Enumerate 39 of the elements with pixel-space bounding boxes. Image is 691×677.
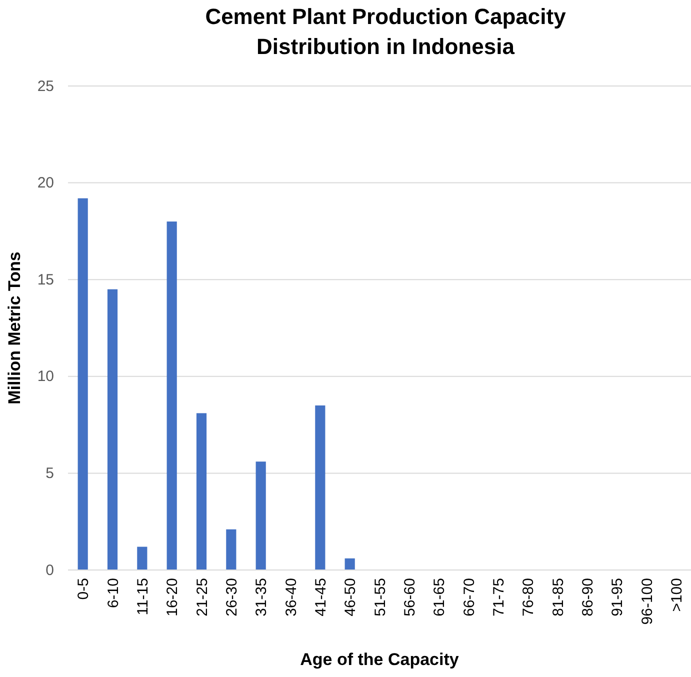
- bar: [137, 546, 148, 570]
- bar: [196, 413, 207, 570]
- x-tick-label: 16-20: [164, 578, 182, 616]
- x-tick-label: 36-40: [282, 578, 300, 616]
- x-tick-label: 41-45: [312, 578, 330, 616]
- x-axis-title: Age of the Capacity: [300, 650, 460, 669]
- bar: [226, 529, 236, 570]
- y-tick-label: 5: [46, 465, 54, 482]
- bar: [78, 198, 88, 570]
- x-tick-label: 46-50: [342, 578, 360, 616]
- x-tick-label: 0-5: [75, 578, 92, 600]
- chart-title: Cement Plant Production Capacity Distribution in Indonesia: [205, 4, 567, 59]
- x-tick-label: >100: [668, 578, 686, 612]
- x-tick-label: 96-100: [638, 578, 656, 625]
- x-tick-label: 61-65: [431, 578, 448, 616]
- y-tick-label: 25: [37, 78, 54, 95]
- bar: [315, 405, 326, 570]
- x-tick-label: 76-80: [520, 578, 538, 616]
- x-tick-label: 71-75: [490, 578, 508, 616]
- y-tick-label: 10: [37, 368, 54, 386]
- x-tick-label: 51-55: [372, 578, 389, 616]
- x-tick-label: 6-10: [104, 578, 122, 608]
- x-tick-label: 21-25: [194, 578, 211, 616]
- bar: [166, 222, 177, 570]
- bar: [344, 558, 355, 570]
- x-tick-label: 81-85: [550, 578, 567, 616]
- bar: [107, 289, 118, 570]
- y-tick-label: 20: [37, 174, 54, 192]
- y-tick-label: 0: [46, 562, 54, 579]
- bar: [256, 462, 266, 570]
- y-tick-label: 15: [37, 271, 54, 288]
- x-tick-label: 11-15: [134, 578, 152, 616]
- y-axis-title: Million Metric Tons: [5, 252, 24, 404]
- x-tick-label: 26-30: [223, 578, 240, 616]
- x-tick-label: 86-90: [579, 578, 596, 616]
- x-tick-label: 66-70: [460, 578, 478, 616]
- x-tick-label: 56-60: [401, 578, 418, 616]
- x-tick-label: 91-95: [609, 578, 626, 616]
- x-tick-label: 31-35: [253, 578, 270, 616]
